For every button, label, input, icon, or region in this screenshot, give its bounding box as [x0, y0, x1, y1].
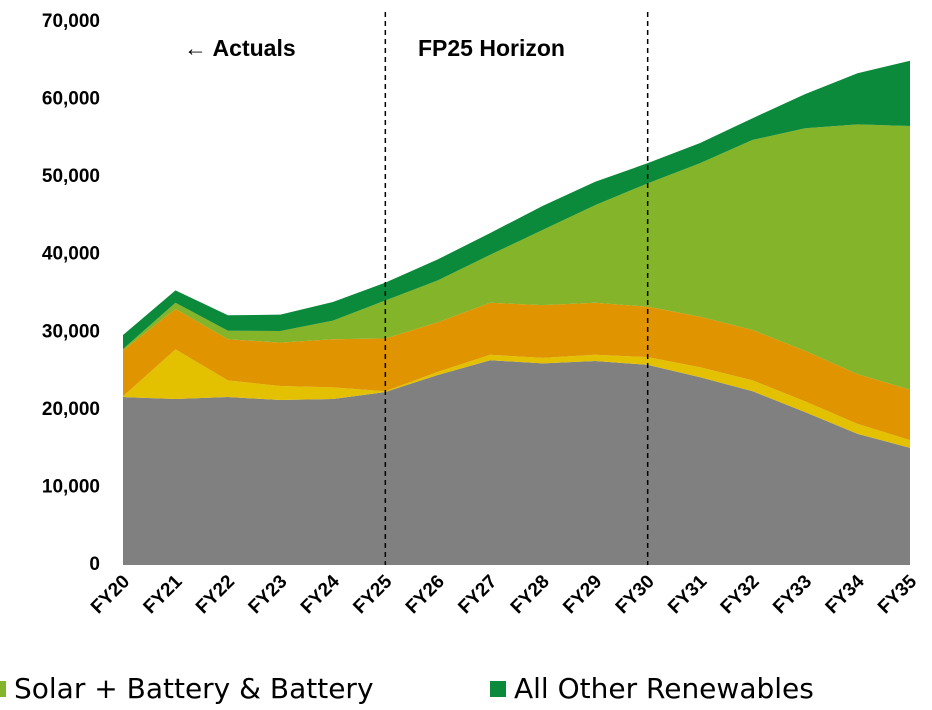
area [123, 302, 910, 441]
x-tick-label: FY30 [612, 571, 659, 618]
y-tick-label: 60,000 [42, 89, 100, 110]
annotation: FP25 Horizon [418, 35, 565, 61]
x-tick-label: FY27 [454, 571, 501, 618]
legend-marker [490, 681, 506, 697]
x-tick-label: FY26 [402, 571, 449, 618]
x-tick-label: FY28 [507, 571, 554, 618]
annotation: ← Actuals [184, 35, 296, 61]
x-tick-label: FY22 [192, 571, 239, 618]
y-tick-label: 0 [89, 554, 100, 575]
x-tick-label: FY31 [664, 571, 711, 618]
x-tick-label: FY34 [822, 571, 869, 618]
x-tick-label: FY24 [297, 571, 344, 618]
y-tick-label: 10,000 [42, 476, 100, 497]
x-tick-label: FY23 [245, 571, 292, 618]
y-tick-label: 70,000 [42, 11, 100, 32]
y-tick-label: 20,000 [42, 399, 100, 420]
x-tick-label: FY25 [349, 571, 396, 618]
x-tick-label: FY20 [87, 571, 134, 618]
x-tick-label: FY21 [140, 571, 187, 618]
y-tick-label: 40,000 [42, 244, 100, 265]
area [123, 60, 910, 349]
legend-label: All Other Renewables [514, 672, 814, 705]
x-tick-label: FY35 [874, 571, 921, 618]
legend-marker [0, 681, 6, 697]
area [123, 349, 910, 448]
area [123, 124, 910, 390]
x-tick-label: FY33 [769, 571, 816, 618]
area [123, 360, 910, 565]
y-tick-label: 30,000 [42, 321, 100, 342]
y-tick-label: 50,000 [42, 166, 100, 187]
x-tick-label: FY29 [559, 571, 606, 618]
x-tick-label: FY32 [717, 571, 764, 618]
legend-label: Solar + Battery & Battery [14, 672, 374, 705]
